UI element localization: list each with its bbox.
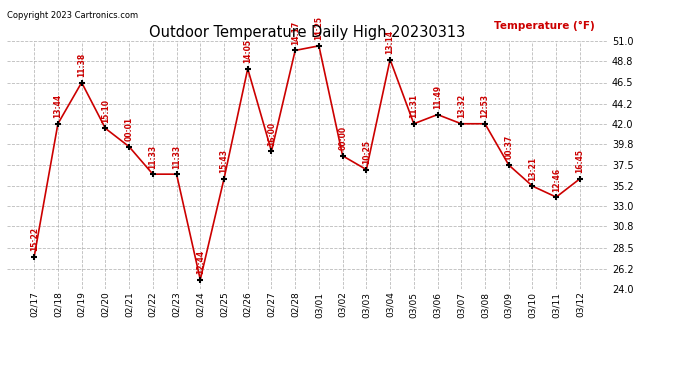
Point bbox=[52, 121, 63, 127]
Text: 00:00: 00:00 bbox=[338, 126, 347, 150]
Point bbox=[432, 112, 443, 118]
Text: 11:38: 11:38 bbox=[77, 53, 86, 77]
Point bbox=[266, 148, 277, 154]
Text: 11:49: 11:49 bbox=[433, 85, 442, 109]
Text: 12:44: 12:44 bbox=[196, 250, 205, 274]
Text: 00:37: 00:37 bbox=[504, 135, 513, 159]
Point bbox=[219, 176, 230, 182]
Point bbox=[551, 194, 562, 200]
Point bbox=[171, 171, 182, 177]
Text: 14:25: 14:25 bbox=[315, 16, 324, 40]
Text: 13:14: 13:14 bbox=[386, 30, 395, 54]
Text: 13:21: 13:21 bbox=[528, 156, 537, 180]
Title: Outdoor Temperature Daily High 20230313: Outdoor Temperature Daily High 20230313 bbox=[149, 25, 465, 40]
Point bbox=[408, 121, 420, 127]
Point bbox=[76, 80, 87, 86]
Point bbox=[574, 176, 585, 182]
Text: 16:45: 16:45 bbox=[575, 149, 584, 173]
Point bbox=[456, 121, 467, 127]
Point bbox=[313, 43, 324, 49]
Point bbox=[195, 277, 206, 283]
Point bbox=[147, 171, 158, 177]
Point bbox=[527, 183, 538, 189]
Text: 11:31: 11:31 bbox=[409, 94, 418, 118]
Point bbox=[361, 166, 372, 172]
Point bbox=[503, 162, 514, 168]
Text: 13:32: 13:32 bbox=[457, 94, 466, 118]
Text: 15:22: 15:22 bbox=[30, 227, 39, 251]
Point bbox=[29, 254, 40, 260]
Text: 15:10: 15:10 bbox=[101, 99, 110, 123]
Point bbox=[290, 47, 301, 53]
Text: 15:43: 15:43 bbox=[219, 149, 228, 173]
Point bbox=[242, 66, 253, 72]
Point bbox=[384, 57, 395, 63]
Text: 16:00: 16:00 bbox=[267, 122, 276, 146]
Point bbox=[337, 153, 348, 159]
Text: 12:53: 12:53 bbox=[480, 94, 489, 118]
Text: Copyright 2023 Cartronics.com: Copyright 2023 Cartronics.com bbox=[7, 11, 138, 20]
Text: 11:33: 11:33 bbox=[172, 144, 181, 169]
Text: 10:25: 10:25 bbox=[362, 140, 371, 164]
Text: 11:33: 11:33 bbox=[148, 144, 157, 169]
Point bbox=[124, 144, 135, 150]
Point bbox=[100, 125, 111, 131]
Text: 14:05: 14:05 bbox=[244, 39, 253, 63]
Text: 00:01: 00:01 bbox=[125, 117, 134, 141]
Text: 14:17: 14:17 bbox=[290, 21, 299, 45]
Text: 12:46: 12:46 bbox=[552, 167, 561, 192]
Point bbox=[480, 121, 491, 127]
Text: 13:44: 13:44 bbox=[53, 94, 62, 118]
Text: Temperature (°F): Temperature (°F) bbox=[495, 21, 595, 32]
